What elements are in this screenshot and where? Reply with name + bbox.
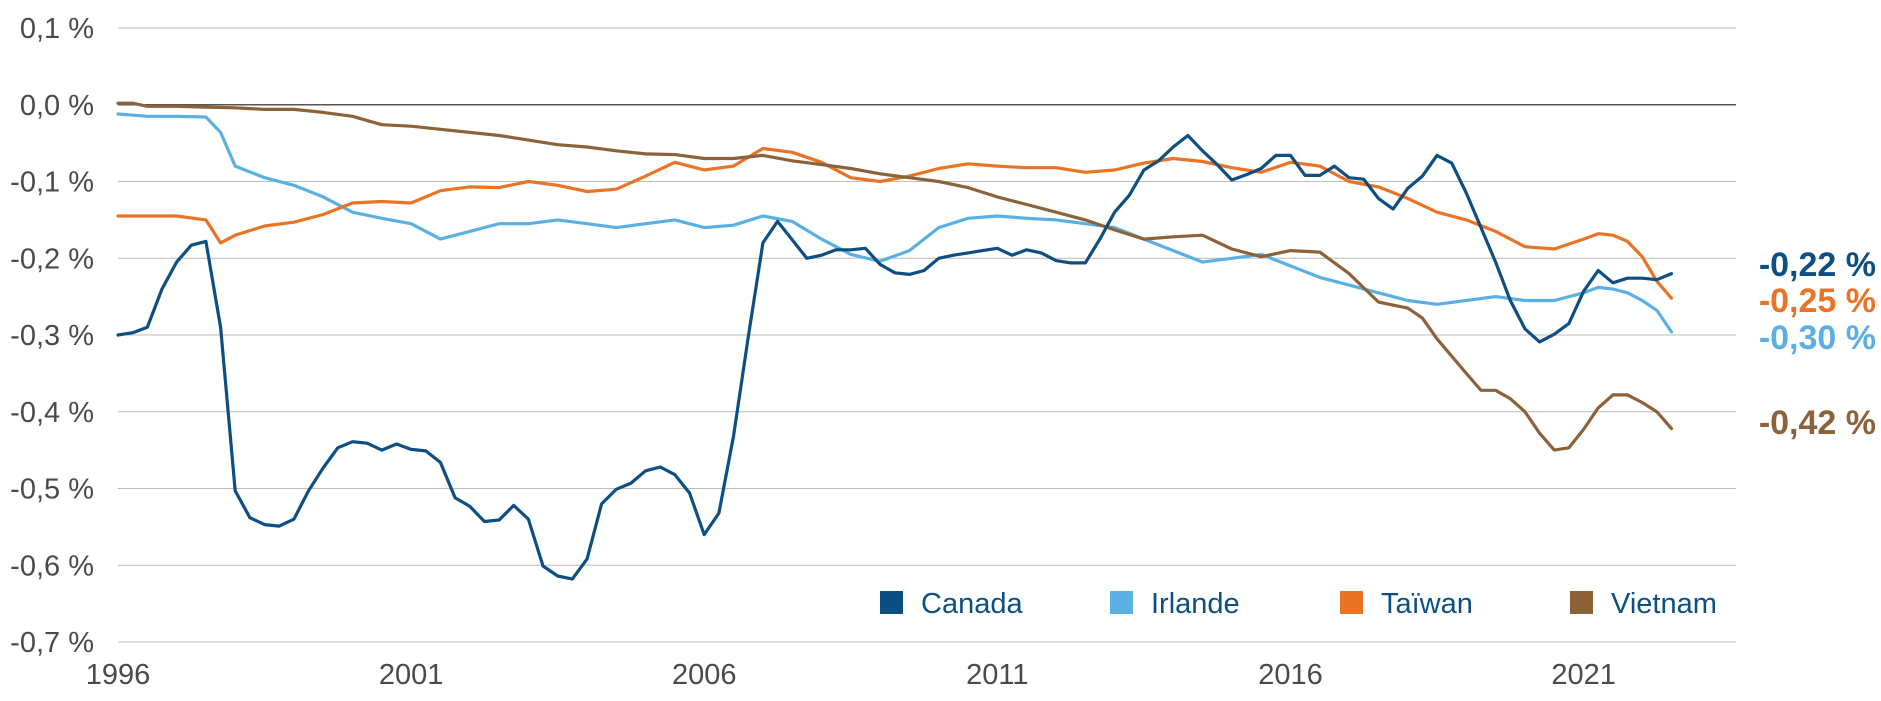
legend-label: Canada [921,588,1023,620]
series-line-tawan [116,146,1674,300]
legend-label: Taïwan [1381,588,1473,620]
x-tick-label: 2001 [379,659,444,691]
y-tick-label: -0,6 % [10,550,94,582]
x-tick-label: 2006 [672,659,737,691]
y-tick-label: -0,5 % [10,474,94,506]
y-tick-label: 0,1 % [20,13,94,45]
legend-label: Vietnam [1611,588,1717,620]
y-tick-label: -0,3 % [10,320,94,352]
y-tick-label: 0,0 % [20,90,94,122]
y-tick-label: -0,1 % [10,167,94,199]
series-line-irlande [116,112,1674,334]
series-line-vietnam [116,101,1674,452]
y-tick-label: -0,7 % [10,627,94,659]
x-tick-label: 2016 [1258,659,1323,691]
end-labels: -0,22 %-0,25 %-0,30 % -0,42 % [1759,246,1876,442]
end-value-label: -0,25 % [1759,282,1876,320]
end-value-label: -0,22 % [1759,246,1876,284]
grid-lines [118,27,1736,643]
series-line-canada [116,133,1674,581]
y-tick-label: -0,2 % [10,243,94,275]
y-tick-label: -0,4 % [10,397,94,429]
end-value-label: -0,42 % [1759,404,1876,442]
legend-swatch [880,591,903,614]
x-axis: 1996 2001 2006 2011 2016 2021 [86,659,1616,691]
y-axis: 0,1 % 0,0 % -0,1 % -0,2 % -0,3 % -0,4 % -0,5 %… [10,13,94,659]
legend-swatch [1110,591,1133,614]
series-lines [116,101,1674,581]
x-tick-label: 2021 [1551,659,1616,691]
legend-label: Irlande [1151,588,1240,620]
legend-swatch [1340,591,1363,614]
end-value-label: -0,30 % [1759,319,1876,357]
x-tick-label: 1996 [86,659,151,691]
legend: Canada Irlande Taïwan Vietnam [880,588,1717,620]
x-tick-label: 2011 [966,659,1028,691]
legend-swatch [1570,591,1593,614]
